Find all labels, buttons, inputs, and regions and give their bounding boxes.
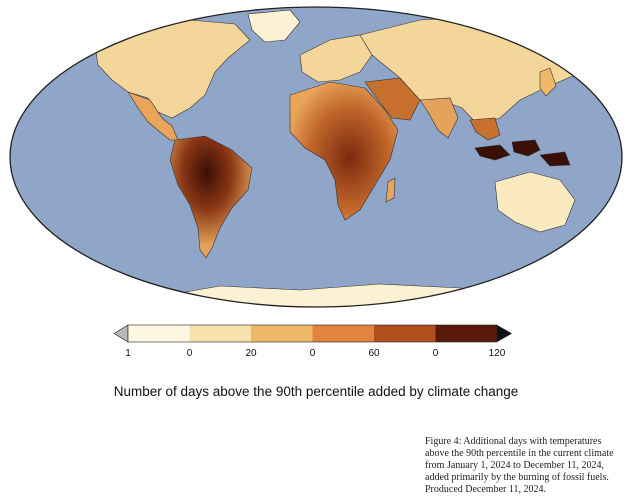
colorbar-segment [312, 325, 375, 342]
caption-line: Figure 4: Additional days with temperatu… [425, 436, 602, 447]
north-america [94, 19, 251, 119]
figure-caption: Figure 4: Additional days with temperatu… [425, 436, 625, 496]
caption-line: Produced December 11, 2024. [425, 484, 546, 495]
colorbar-tick-label: 0 [186, 348, 193, 359]
colorbar-segment [374, 325, 436, 342]
world-map [9, 6, 623, 308]
colorbar-over-arrow [497, 325, 512, 342]
africa [289, 81, 399, 221]
colorbar-tick-label: 0 [432, 348, 439, 359]
caption-line: from January 1, 2024 to December 11, 202… [425, 460, 605, 471]
south-america [169, 135, 253, 259]
europe [299, 34, 373, 83]
australia [494, 171, 576, 233]
colorbar-frame [127, 324, 498, 343]
indonesia [474, 139, 571, 167]
caption-line: added primarily by the burning of fossil… [425, 472, 609, 483]
colorbar [113, 324, 512, 343]
north-america-south [127, 91, 179, 141]
colorbar-segment [189, 325, 252, 342]
colorbar-tick-label: 1 [125, 348, 131, 359]
colorbar-tick-label: 60 [368, 348, 380, 359]
colorbar-tick-label: 20 [245, 348, 257, 359]
antarctica [139, 283, 521, 307]
southeast-asia [469, 117, 501, 141]
colorbar-under-arrow [113, 324, 129, 343]
legend-title: Number of days above the 90th percentile… [113, 384, 519, 399]
colorbar-tick-label: 0 [309, 348, 316, 359]
madagascar [385, 177, 396, 203]
colorbar-segment [435, 325, 498, 342]
globe-outline [9, 6, 623, 308]
colorbar-segment [251, 325, 313, 342]
greenland [247, 9, 301, 43]
india [419, 97, 459, 139]
caption-line: above the 90th percentile in the current… [425, 448, 614, 459]
japan [539, 67, 557, 97]
colorbar-tick-label: 120 [488, 348, 506, 359]
colorbar-segment [128, 325, 190, 342]
